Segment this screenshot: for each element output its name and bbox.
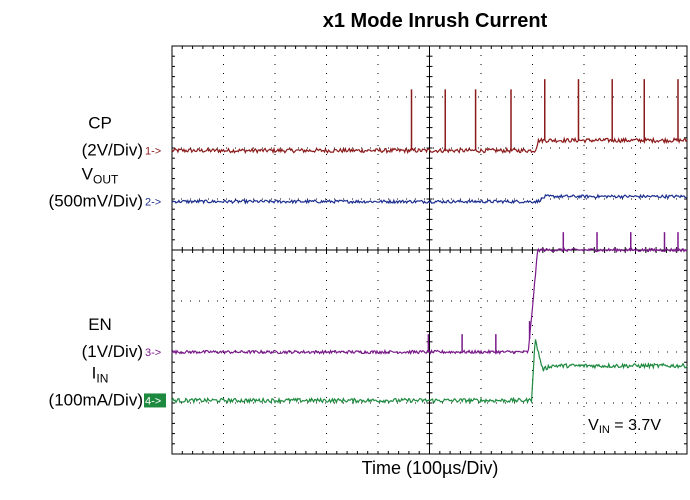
channel-scale-1: (2V/Div): [82, 141, 143, 160]
channel-scale-2: (500mV/Div): [49, 192, 143, 211]
channel-name-sub-2: OUT: [93, 173, 119, 187]
channel-name-main-3: EN: [88, 315, 112, 334]
trace-ch3: [171, 246, 688, 356]
channel-name-main-2: V: [82, 165, 94, 184]
channel-scale-3: (1V/Div): [82, 342, 143, 361]
channel-labels: 1-> CP (2V/Div) 2-> VOUT (500mV/Div) 3-> EN (1V/…: [49, 114, 166, 409]
trace-ch1: [171, 136, 688, 155]
trace-ch2: [171, 193, 688, 205]
channel-scale-4: (100mA/Div): [49, 390, 143, 409]
vin-annotation: VIN = 3.7V: [588, 417, 661, 436]
scope-grid: [171, 45, 688, 455]
x-axis-label: Time (100µs/Div): [362, 458, 499, 478]
vin-annotation-suffix: = 3.7V: [610, 417, 661, 434]
channel-name-2: VOUT: [82, 165, 119, 187]
vin-annotation-prefix: V: [588, 417, 599, 434]
scope-traces: [171, 79, 688, 405]
channel-name-1: CP: [88, 114, 112, 133]
channel-marker-4: 4->: [145, 395, 161, 407]
vin-annotation-sub: IN: [599, 424, 610, 436]
chart-title: x1 Mode Inrush Current: [323, 10, 548, 32]
channel-name-3: EN: [88, 315, 112, 334]
channel-name-4: IIN: [92, 363, 109, 385]
channel-marker-bg-4: [144, 393, 166, 408]
channel-marker-3: 3->: [145, 347, 161, 359]
channel-name-main-4: I: [92, 363, 97, 382]
channel-name-sub-4: IN: [96, 371, 108, 385]
channel-marker-2: 2->: [145, 197, 161, 209]
channel-name-main-1: CP: [88, 114, 112, 133]
channel-marker-1: 1->: [145, 146, 161, 158]
trace-ch4: [171, 339, 688, 405]
